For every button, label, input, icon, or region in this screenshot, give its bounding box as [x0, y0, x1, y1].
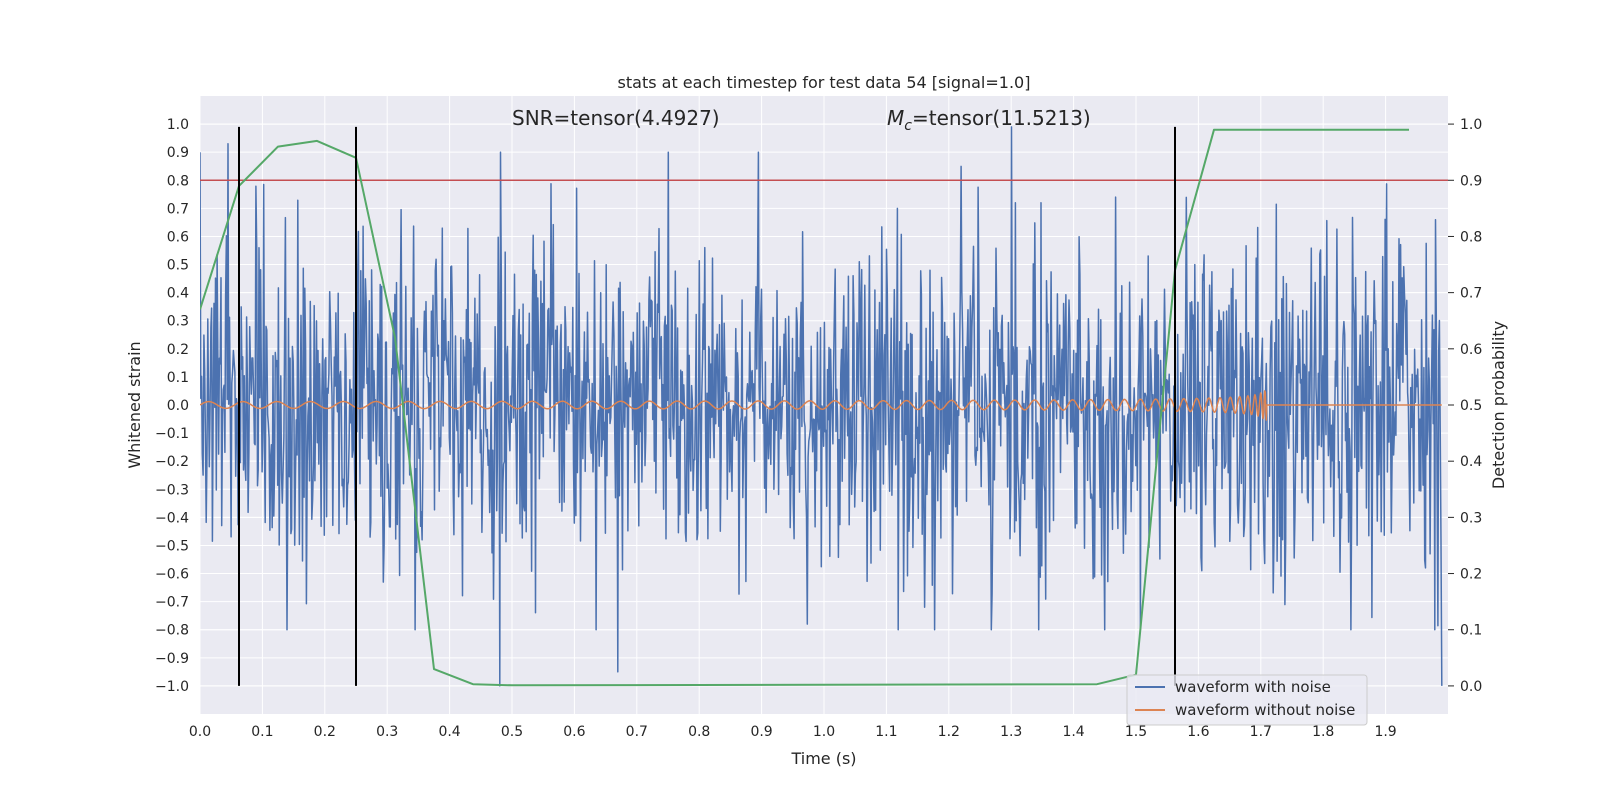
x-tick-label: 1.6 [1187, 724, 1209, 740]
y-tick-label-left: 0.6 [167, 229, 189, 245]
y-tick-label-left: −0.9 [155, 651, 189, 667]
x-tick-label: 1.3 [1000, 724, 1022, 740]
y-tick-label-left: 0.2 [167, 342, 189, 358]
x-tick-label: 1.7 [1250, 724, 1272, 740]
x-tick-label: 0.7 [626, 724, 648, 740]
y-tick-label-right: 0.7 [1460, 286, 1482, 302]
y-tick-label-left: −0.6 [155, 567, 189, 583]
y-tick-label-right: 0.6 [1460, 342, 1482, 358]
y-axis-label-left: Whitened strain [125, 341, 144, 468]
x-tick-label: 1.0 [813, 724, 835, 740]
y-tick-label-left: −0.3 [155, 482, 189, 498]
x-tick-label: 0.4 [438, 724, 460, 740]
x-tick-label: 1.2 [938, 724, 960, 740]
x-tick-label: 0.0 [189, 724, 211, 740]
y-tick-label-left: 0.1 [167, 370, 189, 386]
chart-title: stats at each timestep for test data 54 … [618, 73, 1031, 92]
y-tick-label-left: −0.2 [155, 454, 189, 470]
x-tick-label: 0.3 [376, 724, 398, 740]
x-tick-label: 1.9 [1374, 724, 1396, 740]
y-tick-label-left: 0.3 [167, 314, 189, 330]
y-tick-label-left: −0.8 [155, 623, 189, 639]
y-tick-label-right: 0.1 [1460, 623, 1482, 639]
y-tick-label-left: 0.9 [167, 145, 189, 161]
y-tick-label-right: 0.8 [1460, 229, 1482, 245]
x-tick-label: 0.6 [563, 724, 585, 740]
y-tick-label-left: 0.7 [167, 201, 189, 217]
y-tick-label-right: 0.0 [1460, 679, 1482, 695]
y-tick-label-left: 0.8 [167, 173, 189, 189]
snr-annotation: SNR=tensor(4.4927) [512, 106, 720, 130]
y-tick-label-right: 0.4 [1460, 454, 1482, 470]
y-axis-label-right: Detection probability [1489, 321, 1508, 489]
legend-label-noisy: waveform with noise [1175, 678, 1331, 696]
y-tick-label-left: −0.4 [155, 510, 189, 526]
y-tick-label-left: 0.0 [167, 398, 189, 414]
mc-annotation: Mc=tensor(11.5213) [887, 106, 1091, 134]
x-tick-label: 0.1 [251, 724, 273, 740]
y-tick-label-right: 1.0 [1460, 117, 1482, 133]
y-tick-label-right: 0.9 [1460, 173, 1482, 189]
x-tick-label: 1.1 [875, 724, 897, 740]
y-tick-label-right: 0.5 [1460, 398, 1482, 414]
y-tick-label-left: 1.0 [167, 117, 189, 133]
y-tick-label-left: 0.5 [167, 258, 189, 274]
y-tick-label-left: −0.5 [155, 538, 189, 554]
x-tick-label: 0.5 [501, 724, 523, 740]
y-tick-label-left: −1.0 [155, 679, 189, 695]
x-tick-label: 1.5 [1125, 724, 1147, 740]
legend: waveform with noise waveform without noi… [1127, 675, 1367, 725]
x-tick-label: 0.8 [688, 724, 710, 740]
x-axis-label: Time (s) [790, 749, 856, 768]
x-tick-label: 0.9 [750, 724, 772, 740]
y-tick-label-right: 0.2 [1460, 567, 1482, 583]
mc-symbol: M [887, 106, 904, 130]
y-tick-label-left: −0.7 [155, 595, 189, 611]
x-tick-label: 0.2 [314, 724, 336, 740]
x-tick-label: 1.4 [1062, 724, 1084, 740]
y-tick-label-right: 0.3 [1460, 510, 1482, 526]
y-tick-label-left: 0.4 [167, 286, 189, 302]
x-tick-label: 1.8 [1312, 724, 1334, 740]
mc-value: =tensor(11.5213) [912, 106, 1091, 130]
legend-label-clean: waveform without noise [1175, 701, 1355, 719]
y-tick-label-left: −0.1 [155, 426, 189, 442]
